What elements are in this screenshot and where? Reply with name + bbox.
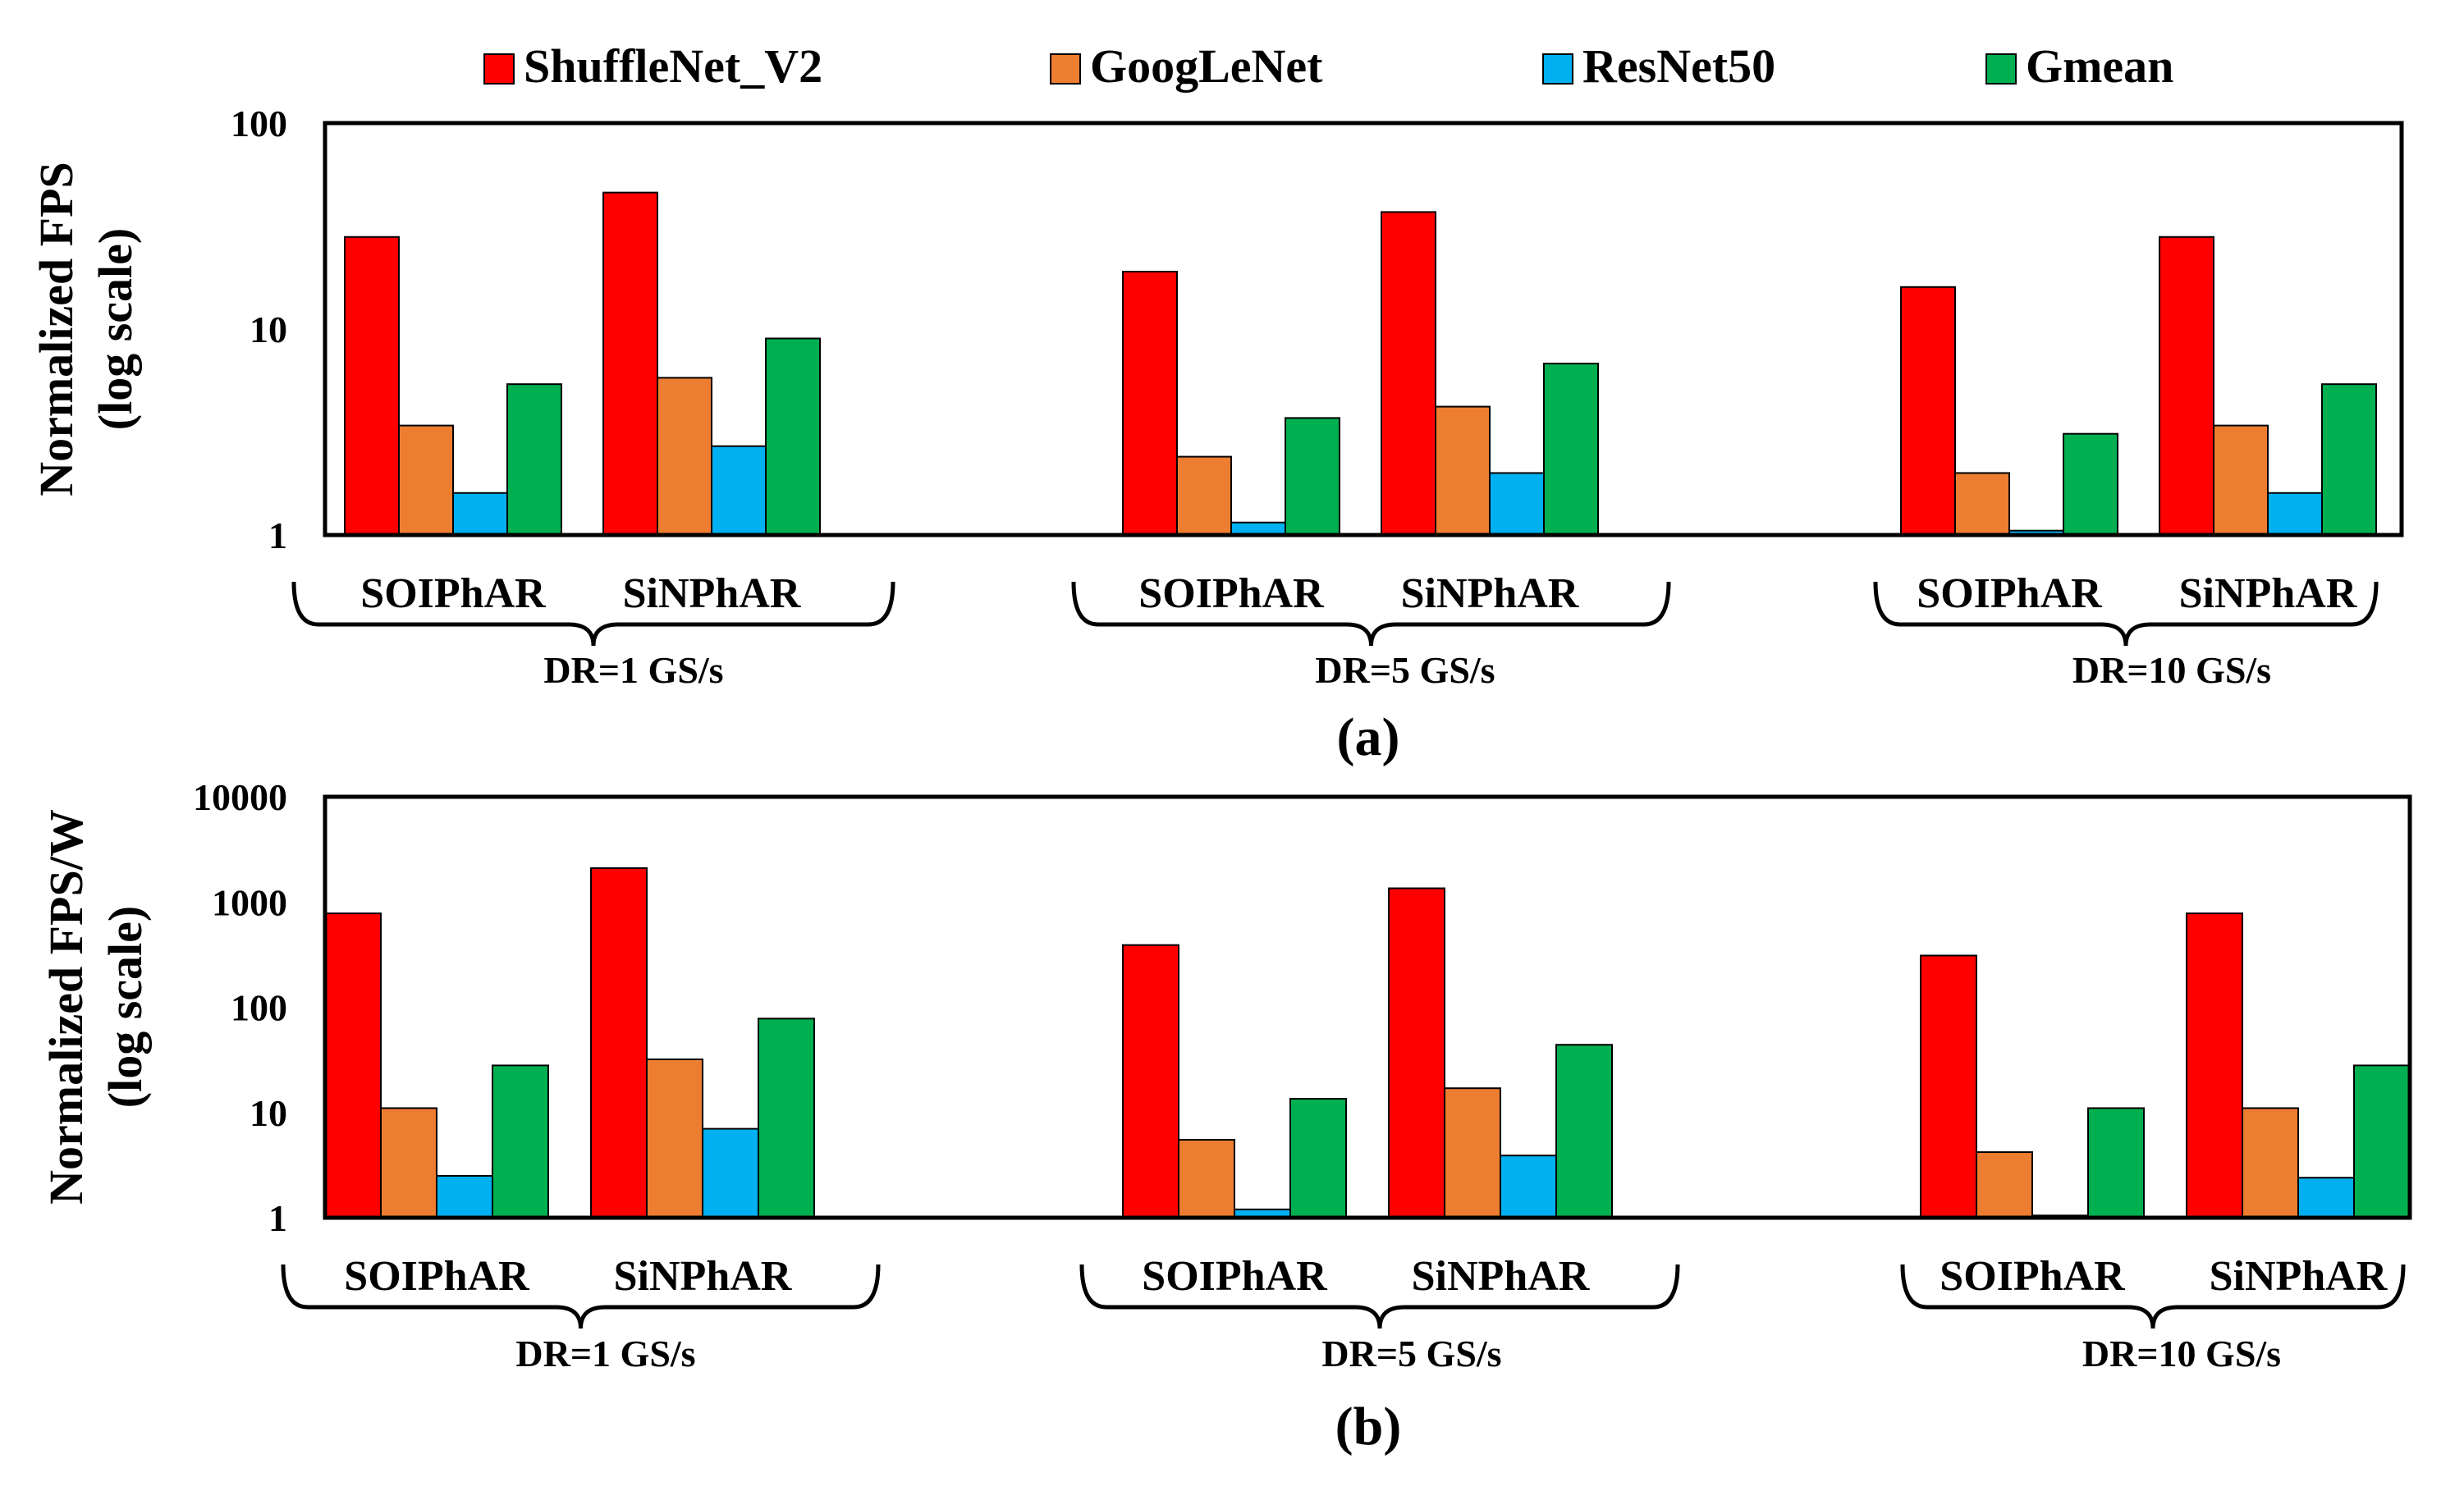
bar-resnet50 (2297, 1177, 2355, 1219)
bar-resnet50 (711, 445, 767, 537)
y-axis-label-sub: (log scale) (98, 906, 152, 1108)
bar-resnet50 (1489, 472, 1545, 536)
bar-resnet50 (702, 1127, 759, 1219)
bar-shufflenet_v2 (1920, 954, 1977, 1219)
panel-a: 1 10 100 Normalized FPS (log scale) SOIPhAR Si… (30, 103, 2404, 767)
bar-shufflenet_v2 (344, 236, 400, 536)
legend-swatch-resnet50 (1542, 53, 1573, 85)
y-tick-label: 1 (268, 1197, 287, 1239)
bar-shufflenet_v2 (1122, 944, 1179, 1219)
bar-shufflenet_v2 (590, 867, 648, 1219)
y-tick-label: 10000 (193, 776, 287, 818)
bar-googlenet (646, 1058, 703, 1219)
legend-label: ResNet50 (1582, 39, 1775, 93)
legend-label: GoogLeNet (1090, 39, 1323, 93)
legend-swatch-googlenet (1050, 53, 1081, 85)
group-label: DR=10 GS/s (2082, 1333, 2281, 1374)
bar-shufflenet_v2 (324, 912, 382, 1219)
bar-googlenet (1176, 455, 1232, 536)
category-label: SOIPhAR (344, 1253, 530, 1300)
bar-gmean (506, 383, 562, 536)
bar-resnet50 (1500, 1155, 1557, 1219)
category-label: SiNPhAR (614, 1253, 793, 1300)
y-tick-label: 1000 (212, 881, 287, 923)
y-axis-label: Normalized FPS (30, 162, 83, 496)
bar-gmean (2087, 1107, 2145, 1219)
bar-gmean (2063, 432, 2118, 536)
y-axis-label-sub: (log scale) (89, 228, 142, 430)
y-tick-label: 100 (231, 103, 287, 144)
bar-googlenet (1178, 1139, 1235, 1219)
category-label: SiNPhAR (2210, 1253, 2388, 1300)
bar-gmean (1289, 1098, 1347, 1219)
bar-googlenet (657, 377, 712, 536)
bar-gmean (1555, 1044, 1613, 1219)
legend-label: ShuffleNet_V2 (524, 39, 822, 93)
bar-googlenet (380, 1107, 437, 1219)
legend-swatch-shufflenet_v2 (483, 53, 515, 85)
bar-shufflenet_v2 (1900, 286, 1956, 536)
bar-googlenet (398, 424, 454, 537)
group-brace (1900, 1264, 2406, 1329)
panel-b: 1 10 100 1000 10000 Normalized FPS/W (log scal… (39, 776, 2412, 1457)
group-brace (1071, 581, 1671, 647)
bar-gmean (492, 1064, 549, 1219)
legend: ShuffleNet_V2 GoogLeNet ResNet50 Gmean (483, 39, 2173, 93)
bar-shufflenet_v2 (602, 191, 658, 536)
bar-shufflenet_v2 (1388, 887, 1445, 1219)
category-label: SiNPhAR (1401, 570, 1580, 617)
bar-gmean (765, 337, 821, 537)
y-axis-label: Normalized FPS/W (39, 809, 93, 1205)
category-label: SiNPhAR (623, 570, 802, 617)
group-label: DR=5 GS/s (1315, 649, 1495, 691)
group-label: DR=1 GS/s (543, 649, 723, 691)
category-label: SiNPhAR (2179, 570, 2358, 617)
y-tick-label: 1 (268, 514, 287, 556)
category-label: SOIPhAR (360, 570, 547, 617)
legend-swatch-gmean (1985, 53, 2017, 85)
bar-googlenet (1976, 1151, 2033, 1219)
bar-googlenet (1435, 405, 1491, 536)
group-brace (1873, 581, 2379, 647)
panel-label: (a) (1337, 707, 1400, 767)
category-label: SOIPhAR (1940, 1253, 2126, 1300)
y-tick-label: 100 (231, 987, 287, 1029)
bar-googlenet (1444, 1087, 1501, 1219)
group-label: DR=1 GS/s (515, 1333, 695, 1374)
group-brace (281, 1264, 881, 1329)
category-label: SOIPhAR (1917, 570, 2103, 617)
legend-label: Gmean (2026, 39, 2173, 93)
bar-googlenet (2213, 424, 2269, 537)
bar-googlenet (1954, 472, 2010, 536)
bar-resnet50 (2267, 492, 2323, 536)
y-tick-label: 10 (250, 1092, 287, 1134)
bar-gmean (2321, 383, 2377, 536)
bar-resnet50 (436, 1174, 493, 1219)
bar-shufflenet_v2 (1381, 211, 1436, 536)
plot-area (323, 794, 2412, 1220)
bar-gmean (1543, 363, 1599, 536)
category-label: SOIPhAR (1138, 570, 1325, 617)
bar-gmean (2353, 1064, 2411, 1219)
group-brace (291, 581, 895, 647)
bar-resnet50 (452, 492, 508, 536)
plot-area (323, 121, 2404, 537)
bar-shufflenet_v2 (2186, 912, 2243, 1219)
panel-label: (b) (1335, 1397, 1402, 1457)
bar-googlenet (2242, 1107, 2299, 1219)
group-label: DR=5 GS/s (1321, 1333, 1501, 1374)
bar-gmean (758, 1018, 815, 1219)
category-label: SiNPhAR (1412, 1253, 1591, 1300)
group-brace (1079, 1264, 1680, 1329)
bar-gmean (1285, 417, 1340, 537)
category-label: SOIPhAR (1142, 1253, 1328, 1300)
bar-shufflenet_v2 (2159, 236, 2214, 536)
group-label: DR=10 GS/s (2072, 649, 2271, 691)
bar-shufflenet_v2 (1122, 271, 1178, 536)
y-tick-label: 10 (250, 309, 287, 350)
